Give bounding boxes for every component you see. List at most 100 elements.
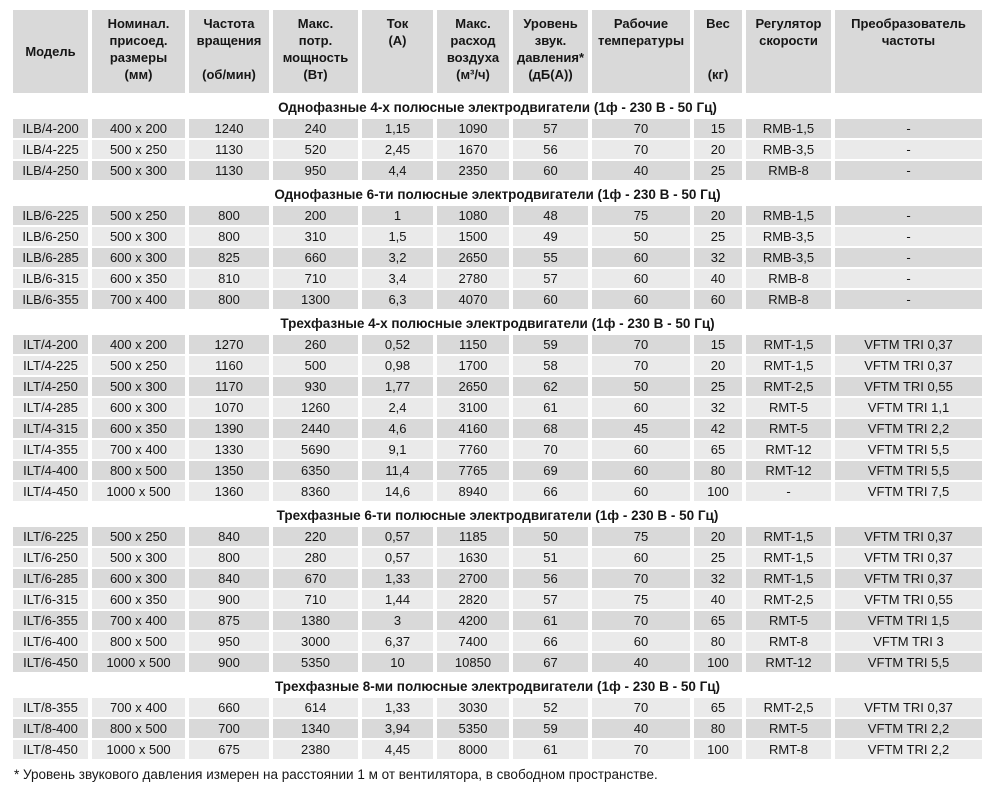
cell: RMT-1,5 [746,569,831,588]
cell: 1500 [437,227,509,246]
cell: - [835,290,982,309]
table-body: Однофазные 4-х полюсные электродвигатели… [13,95,982,759]
cell: 59 [513,719,588,738]
cell-model: ILB/6-225 [13,206,88,225]
table-row: ILB/6-315 600 x 350 810 710 3,4 2780 57 60 40 RMB… [13,269,982,288]
column-header-4: Макс. потр. мощность (Вт) [273,10,358,93]
fan-spec-table: Модель Номинал. присоед. размеры (мм) Част… [9,8,986,761]
cell: 1240 [189,119,269,138]
cell: 6,3 [362,290,433,309]
table-row: ILT/6-400 800 x 500 950 3000 6,37 7400 66 60 80 R… [13,632,982,651]
cell: 80 [694,719,742,738]
table-row: ILB/6-225 500 x 250 800 200 1 1080 48 75 20 RMB-1… [13,206,982,225]
cell: 800 [189,548,269,567]
cell: 60 [592,461,690,480]
cell: 60 [592,440,690,459]
cell: 15 [694,335,742,354]
cell: 600 x 350 [92,590,185,609]
cell: 6,37 [362,632,433,651]
cell: 68 [513,419,588,438]
cell: 710 [273,269,358,288]
cell: - [835,119,982,138]
cell: RMT-1,5 [746,335,831,354]
cell: 80 [694,461,742,480]
cell: 70 [592,569,690,588]
cell: RMT-8 [746,740,831,759]
cell-model: ILT/6-285 [13,569,88,588]
cell: 660 [273,248,358,267]
column-header-8: Рабочие температуры [592,10,690,93]
cell: 70 [513,440,588,459]
cell: 80 [694,632,742,651]
cell: RMT-8 [746,632,831,651]
cell: 520 [273,140,358,159]
cell: 1340 [273,719,358,738]
cell: 3,2 [362,248,433,267]
cell: 45 [592,419,690,438]
table-row: ILT/4-315 600 x 350 1390 2440 4,6 4160 68 45 42 R… [13,419,982,438]
cell: 4160 [437,419,509,438]
cell: 800 [189,290,269,309]
cell: RMT-1,5 [746,356,831,375]
cell: 7400 [437,632,509,651]
cell: VFTM TRI 0,37 [835,569,982,588]
table-row: ILT/8-355 700 x 400 660 614 1,33 3030 52 70 65 RM… [13,698,982,717]
cell: 7760 [437,440,509,459]
cell: 65 [694,440,742,459]
cell: 260 [273,335,358,354]
cell: - [746,482,831,501]
cell: 1000 x 500 [92,740,185,759]
cell: 950 [189,632,269,651]
column-header-11: Преобразователь частоты [835,10,982,93]
cell: 25 [694,227,742,246]
cell: 1185 [437,527,509,546]
table-row: ILT/4-450 1000 x 500 1360 8360 14,6 8940 66 60 1… [13,482,982,501]
section-title: Однофазные 6-ти полюсные электродвигател… [13,182,982,204]
cell: 61 [513,611,588,630]
cell: 4,6 [362,419,433,438]
cell: 4070 [437,290,509,309]
cell: 1350 [189,461,269,480]
cell: 1000 x 500 [92,653,185,672]
cell-model: ILT/6-225 [13,527,88,546]
cell: 75 [592,206,690,225]
section-title: Трехфазные 4-х полюсные электродвигатели… [13,311,982,333]
cell-model: ILB/6-315 [13,269,88,288]
cell: 840 [189,527,269,546]
cell-model: ILT/6-250 [13,548,88,567]
cell: 58 [513,356,588,375]
cell: 10850 [437,653,509,672]
cell: - [835,269,982,288]
cell-model: ILT/4-315 [13,419,88,438]
table-row: ILT/4-355 700 x 400 1330 5690 9,1 7760 70 60 65 R… [13,440,982,459]
cell: 40 [592,719,690,738]
column-header-7: Уровень звук. давления* (дБ(А)) [513,10,588,93]
cell: 60 [592,482,690,501]
cell: VFTM TRI 3 [835,632,982,651]
cell: 3,94 [362,719,433,738]
cell: 40 [592,161,690,180]
cell: 65 [694,611,742,630]
cell: 32 [694,398,742,417]
cell: VFTM TRI 5,5 [835,653,982,672]
cell: 1630 [437,548,509,567]
cell: 10 [362,653,433,672]
cell: RMT-12 [746,653,831,672]
table-row: ILB/4-250 500 x 300 1130 950 4,4 2350 60 40 25 RM… [13,161,982,180]
cell-model: ILT/6-400 [13,632,88,651]
cell: 60 [592,290,690,309]
cell: 800 x 500 [92,632,185,651]
cell: RMT-2,5 [746,590,831,609]
cell: - [835,206,982,225]
cell: 1,77 [362,377,433,396]
cell: 60 [513,290,588,309]
cell: 1070 [189,398,269,417]
cell: 600 x 300 [92,398,185,417]
cell: 4200 [437,611,509,630]
cell: 50 [592,227,690,246]
column-header-5: Ток (А) [362,10,433,93]
cell: RMB-1,5 [746,206,831,225]
cell: 20 [694,140,742,159]
cell: VFTM TRI 7,5 [835,482,982,501]
cell: 500 [273,356,358,375]
